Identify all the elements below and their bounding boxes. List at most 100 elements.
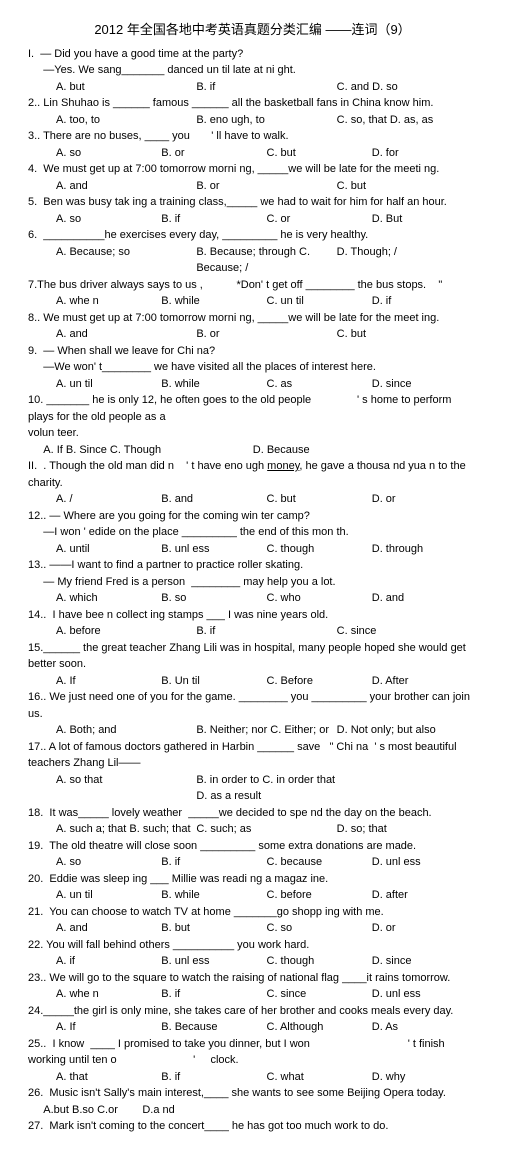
option: C. Although: [267, 1019, 372, 1036]
option: B. but: [161, 920, 266, 937]
exam-content: I. — Did you have a good time at the par…: [28, 46, 477, 1135]
options-row: A. andB. orC. but: [28, 178, 477, 195]
option: C. since: [337, 623, 477, 640]
option: C. but: [267, 491, 372, 508]
option: A. and: [56, 326, 196, 343]
question-line: 7.The bus driver always says to us , *Do…: [28, 277, 477, 294]
option: C. so, that D. as, as: [337, 112, 477, 129]
question-line: 25.. I know ____ I promised to take you …: [28, 1036, 477, 1069]
option: D. or: [372, 920, 477, 937]
option: A. Because; so: [56, 244, 196, 277]
options-row: A. IfB. BecauseC. AlthoughD. As: [28, 1019, 477, 1036]
question-line: 2.. Lin Shuhao is ______ famous ______ a…: [28, 95, 477, 112]
option: B. Un til: [161, 673, 266, 690]
option: B. if: [161, 211, 266, 228]
option: B. Neither; nor C. Either; or: [196, 722, 336, 739]
options-row: A. too, toB. eno ugh, toC. so, that D. a…: [28, 112, 477, 129]
option: B. if: [161, 854, 266, 871]
option: A. until: [56, 541, 161, 558]
option: C. but: [337, 326, 477, 343]
option: A. un til: [56, 887, 161, 904]
page-title: 2012 年全国各地中考英语真题分类汇编 ——连词（9）: [28, 20, 477, 40]
option: D. or: [372, 491, 477, 508]
question-line: 17.. A lot of famous doctors gathered in…: [28, 739, 477, 772]
option: B. unl ess: [161, 541, 266, 558]
question-line: 27. Mark isn't coming to the concert____…: [28, 1118, 477, 1135]
option: [337, 772, 477, 805]
options-row: A. IfB. Un tilC. BeforeD. After: [28, 673, 477, 690]
option: C. un til: [267, 293, 372, 310]
question-line: 20. Eddie was sleep ing ___ Millie was r…: [28, 871, 477, 888]
options-row: A. andB. butC. soD. or: [28, 920, 477, 937]
options-row: A. andB. orC. but: [28, 326, 477, 343]
options-row: A. ifB. unl essC. thoughD. since: [28, 953, 477, 970]
question-line: A.but B.so C.or D.a nd: [28, 1102, 477, 1119]
options-row: A. un tilB. whileC. beforeD. after: [28, 887, 477, 904]
options-row: A. soB. orC. butD. for: [28, 145, 477, 162]
options-row: A. soB. ifC. becauseD. unl ess: [28, 854, 477, 871]
question-line: 15.______ the great teacher Zhang Lili w…: [28, 640, 477, 673]
option: A. un til: [56, 376, 161, 393]
option: A. if: [56, 953, 161, 970]
option: C. but: [337, 178, 477, 195]
option: A. too, to: [56, 112, 196, 129]
option: C. so: [267, 920, 372, 937]
question-line: 23.. We will go to the square to watch t…: [28, 970, 477, 987]
option: A. and: [56, 920, 161, 937]
options-row: A. un tilB. whileC. asD. since: [28, 376, 477, 393]
option: D. since: [372, 953, 477, 970]
option: A. so: [56, 145, 161, 162]
option: A. so: [56, 211, 161, 228]
option: C. or: [267, 211, 372, 228]
question-line: A. If B. Since C. Though D. Because: [28, 442, 477, 459]
question-line: 12.. — Where are you going for the comin…: [28, 508, 477, 525]
option: D. through: [372, 541, 477, 558]
option: A. Both; and: [56, 722, 196, 739]
question-line: —Yes. We sang_______ danced un til late …: [28, 62, 477, 79]
options-row: A. whe nB. whileC. un tilD. if: [28, 293, 477, 310]
option: B. Because; through C. Because; /: [196, 244, 336, 277]
option: B. while: [161, 376, 266, 393]
option: D. As: [372, 1019, 477, 1036]
question-line: 24._____the girl is only mine, she takes…: [28, 1003, 477, 1020]
option: D. unl ess: [372, 854, 477, 871]
question-line: 16.. We just need one of you for the gam…: [28, 689, 477, 722]
option: A. so that: [56, 772, 196, 805]
option: C. as: [267, 376, 372, 393]
option: B. eno ugh, to: [196, 112, 336, 129]
question-line: 4. We must get up at 7:00 tomorrow morni…: [28, 161, 477, 178]
options-row: A. whichB. soC. whoD. and: [28, 590, 477, 607]
option: B. in order to C. in order that D. as a …: [196, 772, 336, 805]
option: D. and: [372, 590, 477, 607]
option: C. who: [267, 590, 372, 607]
question-line: —I won ' edide on the place _________ th…: [28, 524, 477, 541]
option: B. if: [196, 79, 336, 96]
question-line: 6. __________he exercises every day, ___…: [28, 227, 477, 244]
option: C. before: [267, 887, 372, 904]
options-row: A. beforeB. ifC. since: [28, 623, 477, 640]
option: A. but: [56, 79, 196, 96]
option: B. if: [161, 986, 266, 1003]
options-row: A. thatB. ifC. whatD. why: [28, 1069, 477, 1086]
option: C. though: [267, 541, 372, 558]
option: D. unl ess: [372, 986, 477, 1003]
option: C. because: [267, 854, 372, 871]
option: A. which: [56, 590, 161, 607]
option: D. Though; /: [337, 244, 477, 277]
option: B. if: [196, 623, 336, 640]
question-line: 3.. There are no buses, ____ you ' ll ha…: [28, 128, 477, 145]
option: A. so: [56, 854, 161, 871]
question-line: 8.. We must get up at 7:00 tomorrow morn…: [28, 310, 477, 327]
options-row: A. butB. ifC. and D. so: [28, 79, 477, 96]
option: D. if: [372, 293, 477, 310]
options-row: A. whe nB. ifC. sinceD. unl ess: [28, 986, 477, 1003]
question-line: 14.. I have bee n collect ing stamps ___…: [28, 607, 477, 624]
question-line: volun teer.: [28, 425, 477, 442]
question-line: I. — Did you have a good time at the par…: [28, 46, 477, 63]
option: B. or: [196, 178, 336, 195]
option: D. after: [372, 887, 477, 904]
option: C. Before: [267, 673, 372, 690]
option: B. while: [161, 293, 266, 310]
option: D. so; that: [337, 821, 477, 838]
question-line: 13.. ——I want to find a partner to pract…: [28, 557, 477, 574]
